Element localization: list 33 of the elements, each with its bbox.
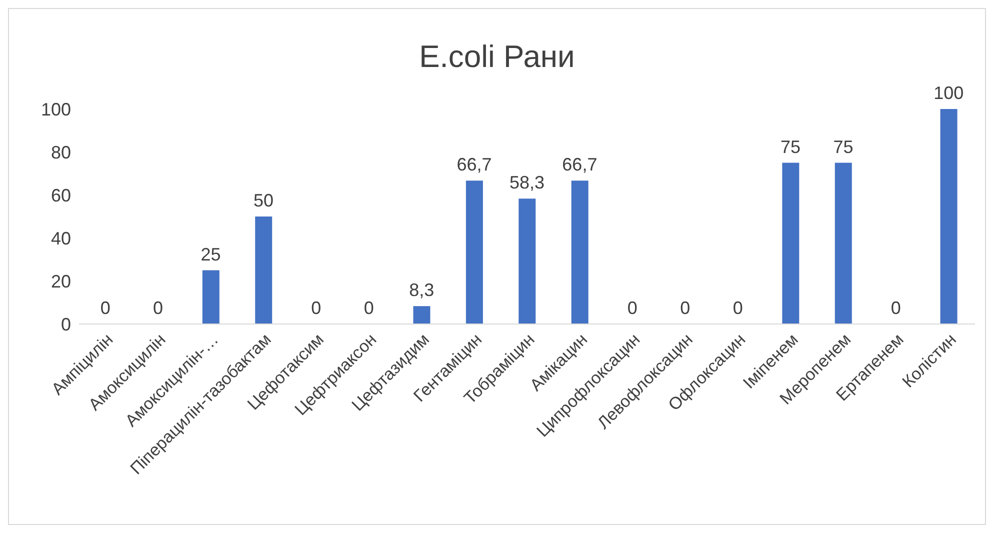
data-label: 100 [934, 83, 964, 103]
data-label: 8,3 [409, 280, 434, 300]
data-label: 66,7 [456, 154, 492, 175]
data-label: 0 [100, 298, 110, 318]
bar [466, 180, 483, 324]
bar [940, 109, 958, 324]
bar [782, 162, 800, 324]
y-tick-label: 80 [50, 142, 71, 162]
data-label: 66,7 [562, 154, 598, 175]
y-tick-label: 0 [60, 314, 71, 334]
data-label: 0 [890, 298, 901, 318]
data-label: 0 [627, 298, 638, 318]
chart-title: E.coli Рани [418, 39, 576, 75]
bar [518, 198, 536, 324]
bar [834, 162, 852, 324]
data-label: 75 [780, 136, 801, 157]
data-label: 58,3 [509, 172, 545, 193]
data-label: 0 [680, 298, 690, 318]
data-label: 25 [200, 244, 221, 264]
bar [202, 270, 220, 324]
data-label: 0 [732, 298, 743, 318]
y-tick-label: 100 [40, 99, 71, 120]
data-label: 75 [833, 136, 854, 157]
y-tick-label: 60 [50, 185, 71, 206]
data-label: 0 [153, 298, 164, 318]
data-label: 0 [311, 298, 322, 318]
y-tick-label: 20 [50, 271, 71, 292]
bar [255, 216, 272, 324]
bar [413, 306, 430, 324]
bar [571, 180, 588, 324]
data-label: 50 [253, 190, 274, 210]
y-tick-label: 40 [50, 228, 71, 248]
data-label: 0 [364, 298, 374, 318]
